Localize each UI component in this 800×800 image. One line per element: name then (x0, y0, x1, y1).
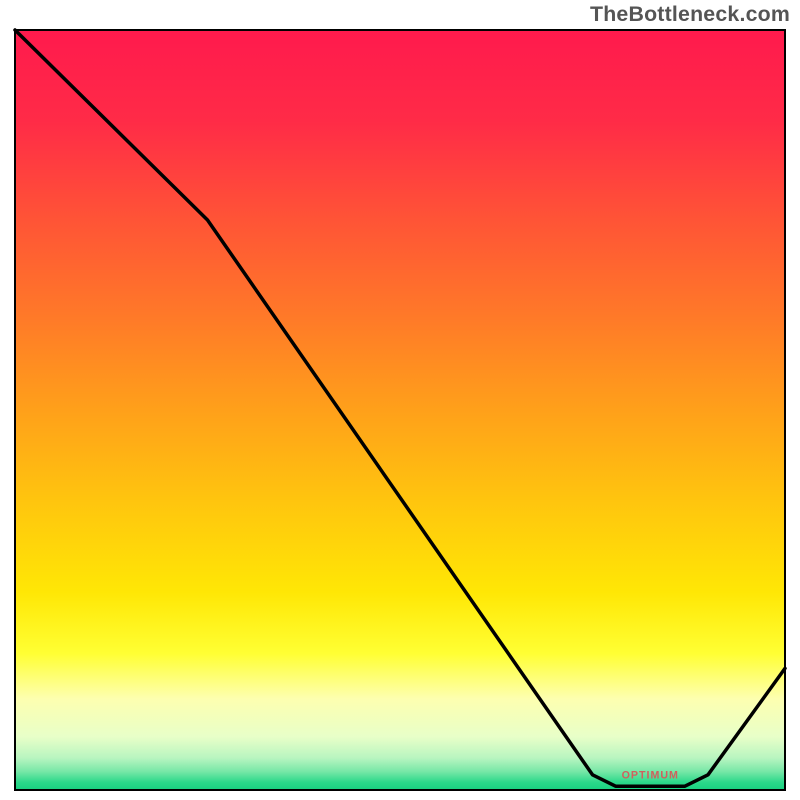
optimum-label: OPTIMUM (622, 770, 679, 782)
watermark-text: TheBottleneck.com (590, 2, 790, 27)
bottleneck-chart: OPTIMUM (0, 0, 800, 800)
